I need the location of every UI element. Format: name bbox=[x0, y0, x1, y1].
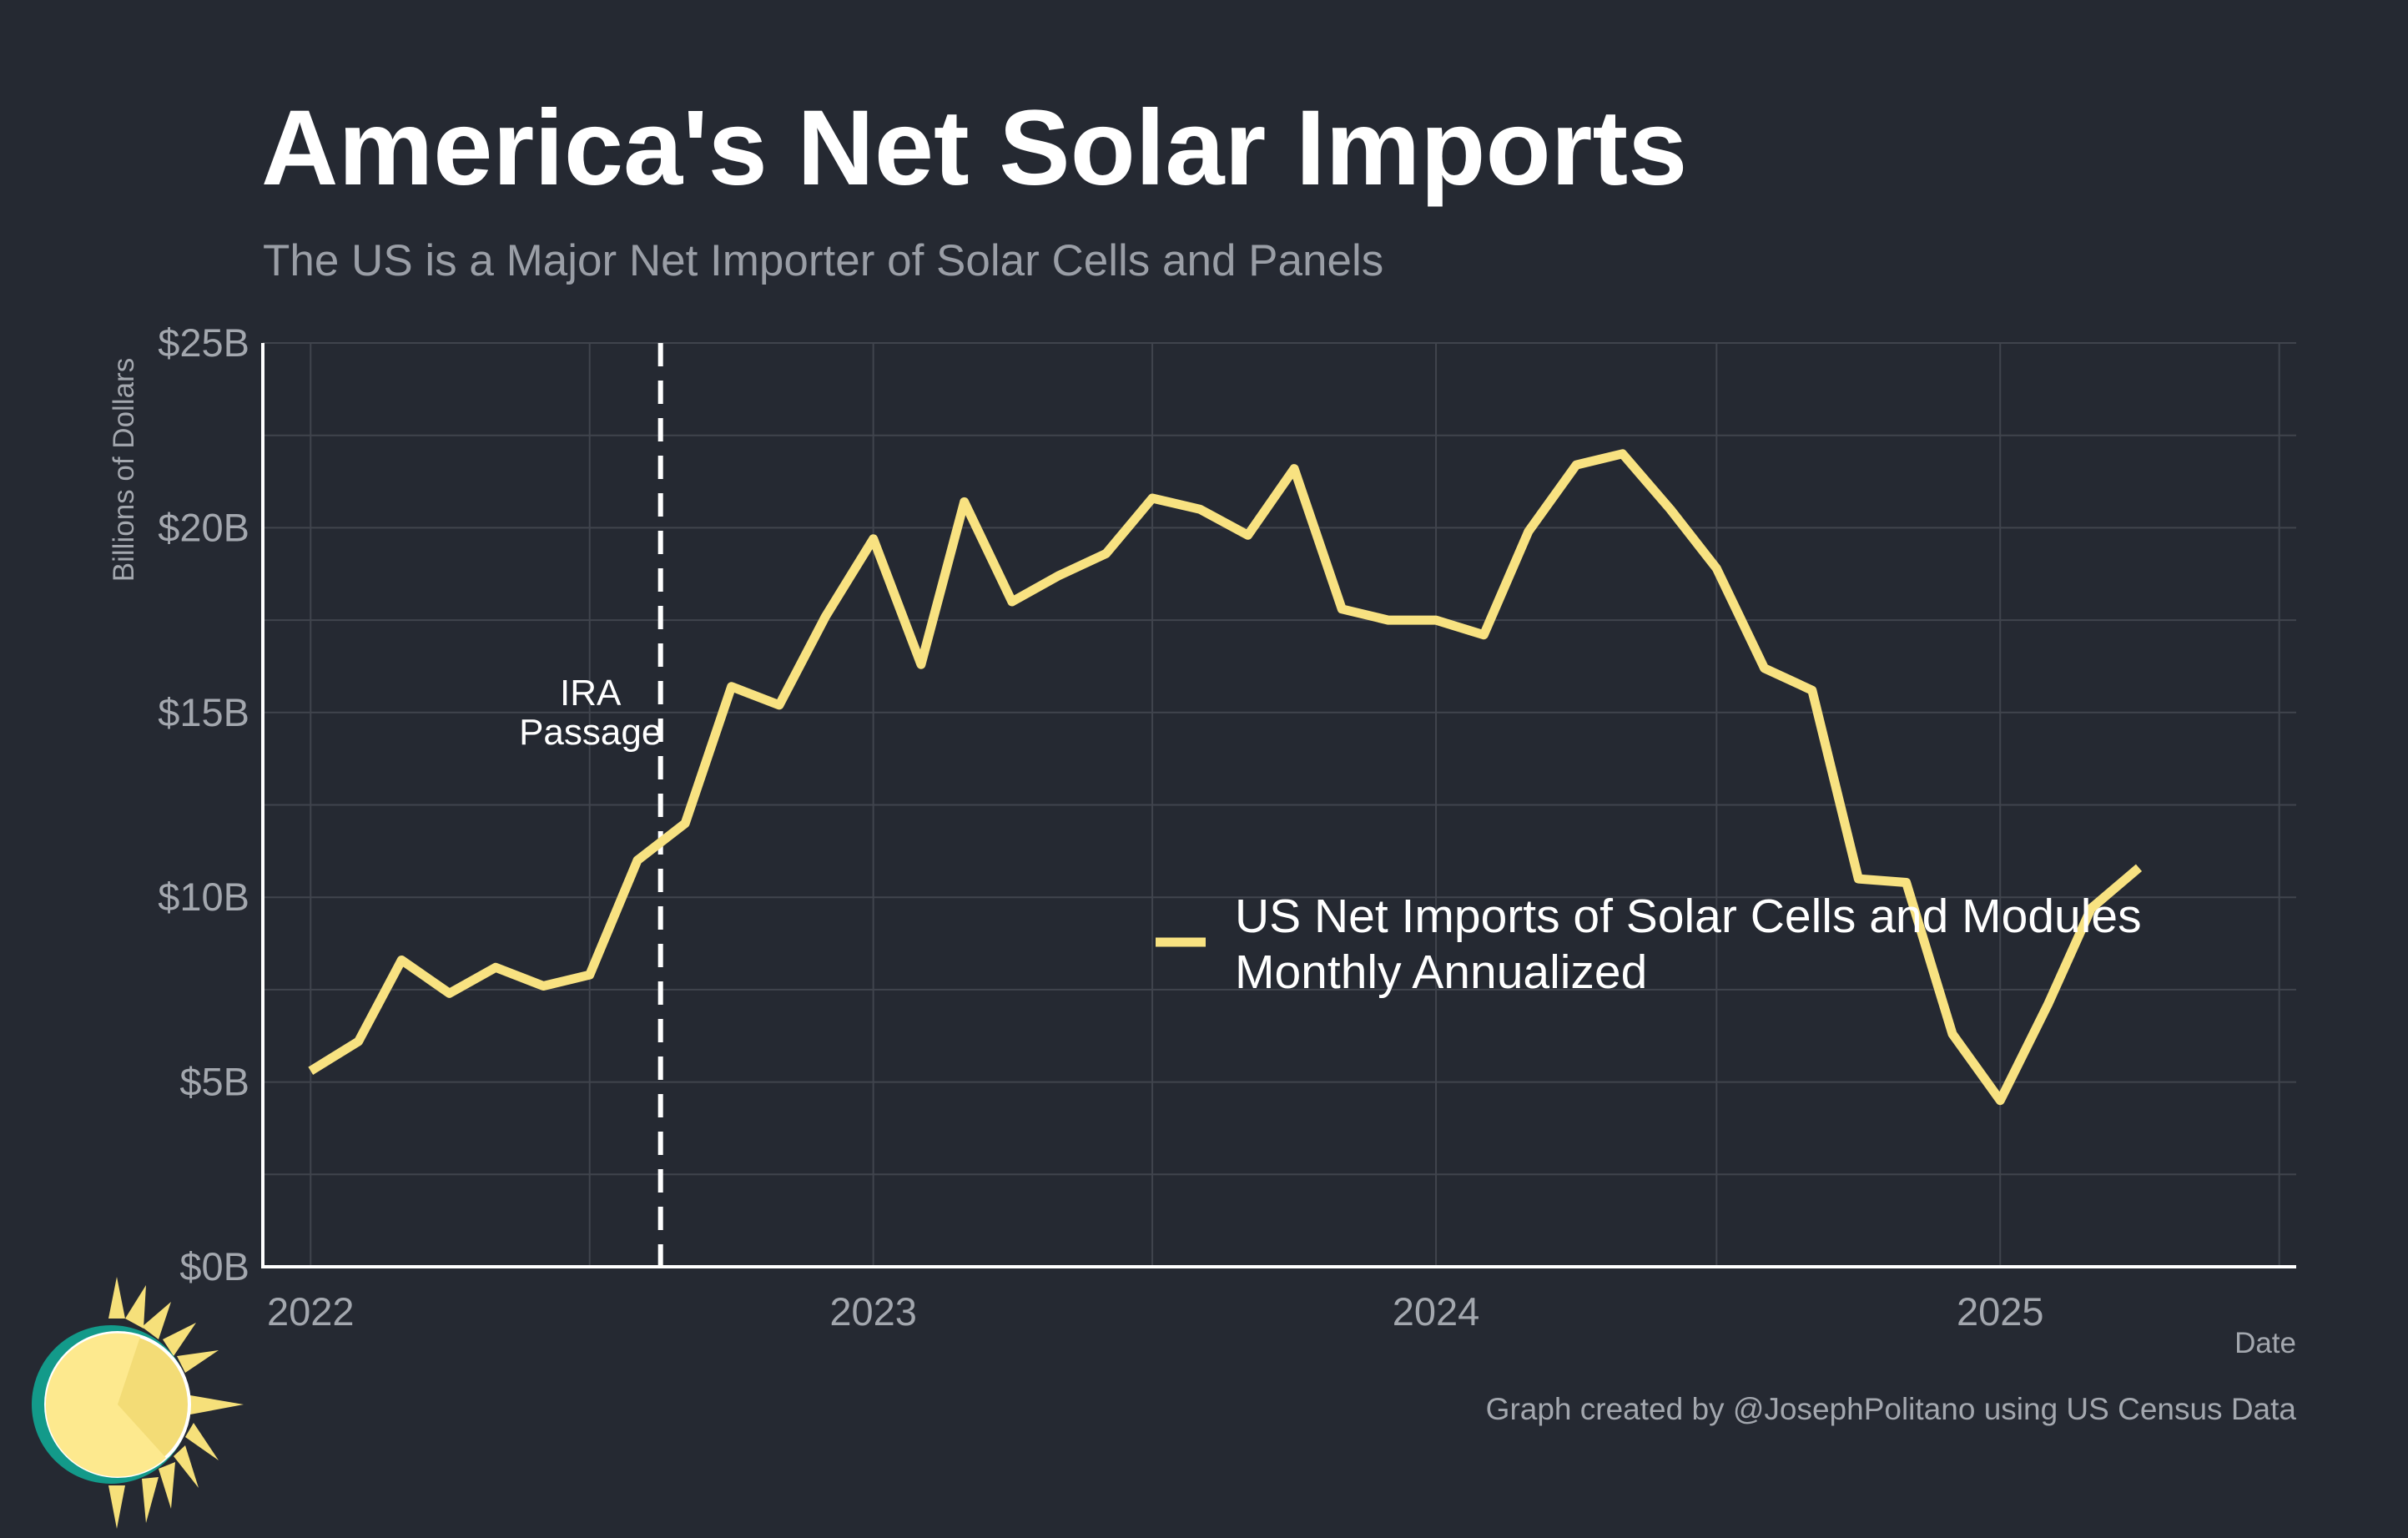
chart-title: America's Net Solar Imports bbox=[261, 88, 1687, 208]
x-tick-label: 2022 bbox=[267, 1289, 355, 1334]
y-tick-label: $0B bbox=[179, 1244, 249, 1288]
y-tick-label: $10B bbox=[158, 875, 249, 919]
x-tick-label: 2024 bbox=[1393, 1289, 1480, 1334]
sun-highlight bbox=[45, 1333, 166, 1477]
credit-text: Graph created by @JosephPolitano using U… bbox=[1486, 1392, 2297, 1426]
legend-label: US Net Imports of Solar Cells and Module… bbox=[1235, 890, 2142, 943]
series-lines bbox=[308, 449, 2143, 1106]
y-tick-label: $5B bbox=[179, 1060, 249, 1104]
grid-lines bbox=[263, 342, 2296, 1268]
sun-logo bbox=[32, 1277, 244, 1529]
ira-passage-label: Passage bbox=[519, 712, 662, 753]
y-tick-label: $20B bbox=[158, 505, 249, 549]
y-tick-label: $25B bbox=[158, 320, 249, 365]
y-tick-labels: $0B $5B $10B $15B $20B $25B bbox=[158, 320, 249, 1288]
x-tick-label: 2023 bbox=[829, 1289, 917, 1334]
sun-rays bbox=[108, 1277, 244, 1529]
y-axis-title: Billions of Dollars bbox=[108, 358, 140, 582]
y-tick-label: $15B bbox=[158, 690, 249, 734]
ira-passage-label: IRA bbox=[560, 673, 622, 714]
legend-label: Monthly Annualized bbox=[1235, 945, 1647, 999]
series-line bbox=[308, 449, 2143, 1106]
legend: US Net Imports of Solar Cells and Module… bbox=[1156, 890, 2142, 999]
chart-subtitle: The US is a Major Net Importer of Solar … bbox=[263, 236, 1383, 285]
x-tick-label: 2025 bbox=[1957, 1289, 2044, 1334]
x-axis-title: Date bbox=[2234, 1327, 2296, 1359]
x-tick-labels: 2022 2023 2024 2025 bbox=[267, 1289, 2044, 1334]
axes bbox=[261, 343, 2296, 1268]
